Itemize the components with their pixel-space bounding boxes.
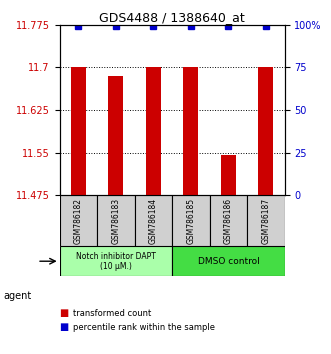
Text: transformed count: transformed count	[73, 309, 151, 318]
Bar	[71, 67, 86, 195]
Bar	[108, 76, 123, 195]
Text: agent: agent	[3, 291, 31, 301]
Bar	[259, 67, 273, 195]
FancyBboxPatch shape	[60, 246, 172, 276]
FancyBboxPatch shape	[60, 195, 97, 246]
Text: GSM786183: GSM786183	[111, 198, 120, 244]
Bar	[221, 155, 236, 195]
Text: Notch inhibitor DAPT
(10 μM.): Notch inhibitor DAPT (10 μM.)	[76, 251, 156, 271]
FancyBboxPatch shape	[172, 246, 285, 276]
Text: DMSO control: DMSO control	[198, 257, 259, 266]
FancyBboxPatch shape	[247, 195, 285, 246]
Bar	[146, 67, 161, 195]
Bar	[183, 67, 198, 195]
Text: ■: ■	[60, 322, 69, 332]
FancyBboxPatch shape	[135, 195, 172, 246]
Text: GSM786182: GSM786182	[74, 198, 83, 244]
FancyBboxPatch shape	[97, 195, 135, 246]
Text: GSM786185: GSM786185	[186, 198, 195, 244]
FancyBboxPatch shape	[172, 195, 210, 246]
FancyBboxPatch shape	[210, 195, 247, 246]
Text: percentile rank within the sample: percentile rank within the sample	[73, 323, 215, 332]
Title: GDS4488 / 1388640_at: GDS4488 / 1388640_at	[99, 11, 245, 24]
Text: GSM786184: GSM786184	[149, 198, 158, 244]
Text: ■: ■	[60, 308, 69, 318]
Text: GSM786187: GSM786187	[261, 198, 270, 244]
Text: GSM786186: GSM786186	[224, 198, 233, 244]
